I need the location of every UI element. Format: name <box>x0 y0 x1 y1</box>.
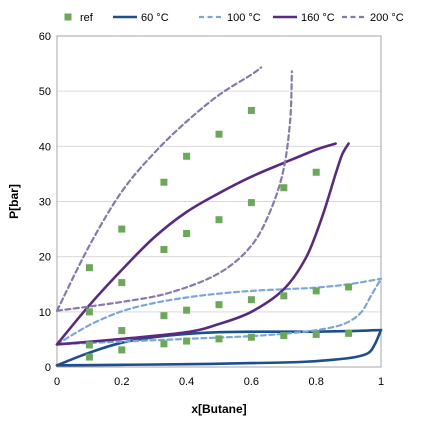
x-tick-label: 0.2 <box>114 376 129 388</box>
ref-marker <box>183 337 191 345</box>
curve-200c-bubble <box>55 66 263 312</box>
ref-marker <box>312 168 320 176</box>
legend-label: 160 °C <box>301 12 335 24</box>
ref-marker <box>215 335 223 343</box>
ref-marker <box>247 106 255 114</box>
legend: ref 60 °C 100 °C 160 °C 200 °C <box>64 12 404 24</box>
y-tick-label: 0 <box>45 362 51 374</box>
ref-marker <box>160 312 168 320</box>
legend-label: 200 °C <box>370 12 404 24</box>
ref-marker <box>312 330 320 338</box>
ref-marker <box>118 327 126 335</box>
ref-marker <box>85 308 93 316</box>
ref-marker <box>280 292 288 300</box>
ref-marker <box>85 341 93 349</box>
x-axis-title: x[Butane] <box>191 402 246 416</box>
ref-marker <box>160 340 168 348</box>
ref-marker <box>118 225 126 233</box>
ref-marker <box>85 264 93 272</box>
ref-marker <box>345 283 353 291</box>
ref-marker <box>215 130 223 138</box>
ref-marker <box>215 301 223 309</box>
y-tick-label: 40 <box>39 141 51 153</box>
curve-160c-bubble <box>55 142 337 346</box>
ref-marker <box>183 229 191 237</box>
curve-60c-dew <box>55 328 383 367</box>
legend-label: 60 °C <box>141 12 169 24</box>
ref-marker <box>183 152 191 160</box>
ref-marker <box>247 199 255 207</box>
reference-markers <box>85 106 353 361</box>
ref-marker <box>160 178 168 186</box>
plot-area <box>56 35 382 368</box>
ref-marker <box>160 245 168 253</box>
x-tick-label: 0.8 <box>309 376 324 388</box>
x-tick-label: 0.4 <box>179 376 194 388</box>
y-axis-title: P[bar] <box>7 184 21 219</box>
ref-marker <box>280 184 288 192</box>
y-tick-label: 50 <box>39 86 51 98</box>
ref-marker <box>247 296 255 304</box>
y-axis-ticks: 0 10 20 30 40 50 60 <box>39 31 51 374</box>
curve-200c-dew <box>55 70 293 312</box>
ref-marker <box>183 306 191 314</box>
legend-label: ref <box>80 12 94 24</box>
x-tick-label: 0.6 <box>244 376 259 388</box>
y-tick-label: 30 <box>39 197 51 209</box>
y-tick-label: 10 <box>39 307 51 319</box>
curve-100c-bubble <box>55 277 383 346</box>
ref-marker <box>312 287 320 295</box>
curve-100c-dew <box>55 277 383 346</box>
ref-marker <box>85 353 93 361</box>
ref-marker <box>247 333 255 341</box>
ref-marker <box>118 346 126 354</box>
legend-marker-ref <box>64 13 72 21</box>
x-tick-label: 1 <box>378 376 384 388</box>
x-axis-ticks: 0 0.2 0.4 0.6 0.8 1 <box>54 376 384 388</box>
curves <box>55 66 383 367</box>
y-tick-label: 20 <box>39 252 51 264</box>
ref-marker <box>345 329 353 337</box>
ref-marker <box>280 332 288 340</box>
ref-marker <box>118 279 126 287</box>
ref-marker <box>215 216 223 224</box>
curve-60c-bubble <box>55 328 383 367</box>
y-tick-label: 60 <box>39 31 51 43</box>
curve-160c-dew <box>55 142 350 346</box>
legend-label: 100 °C <box>227 12 261 24</box>
x-tick-label: 0 <box>54 376 60 388</box>
